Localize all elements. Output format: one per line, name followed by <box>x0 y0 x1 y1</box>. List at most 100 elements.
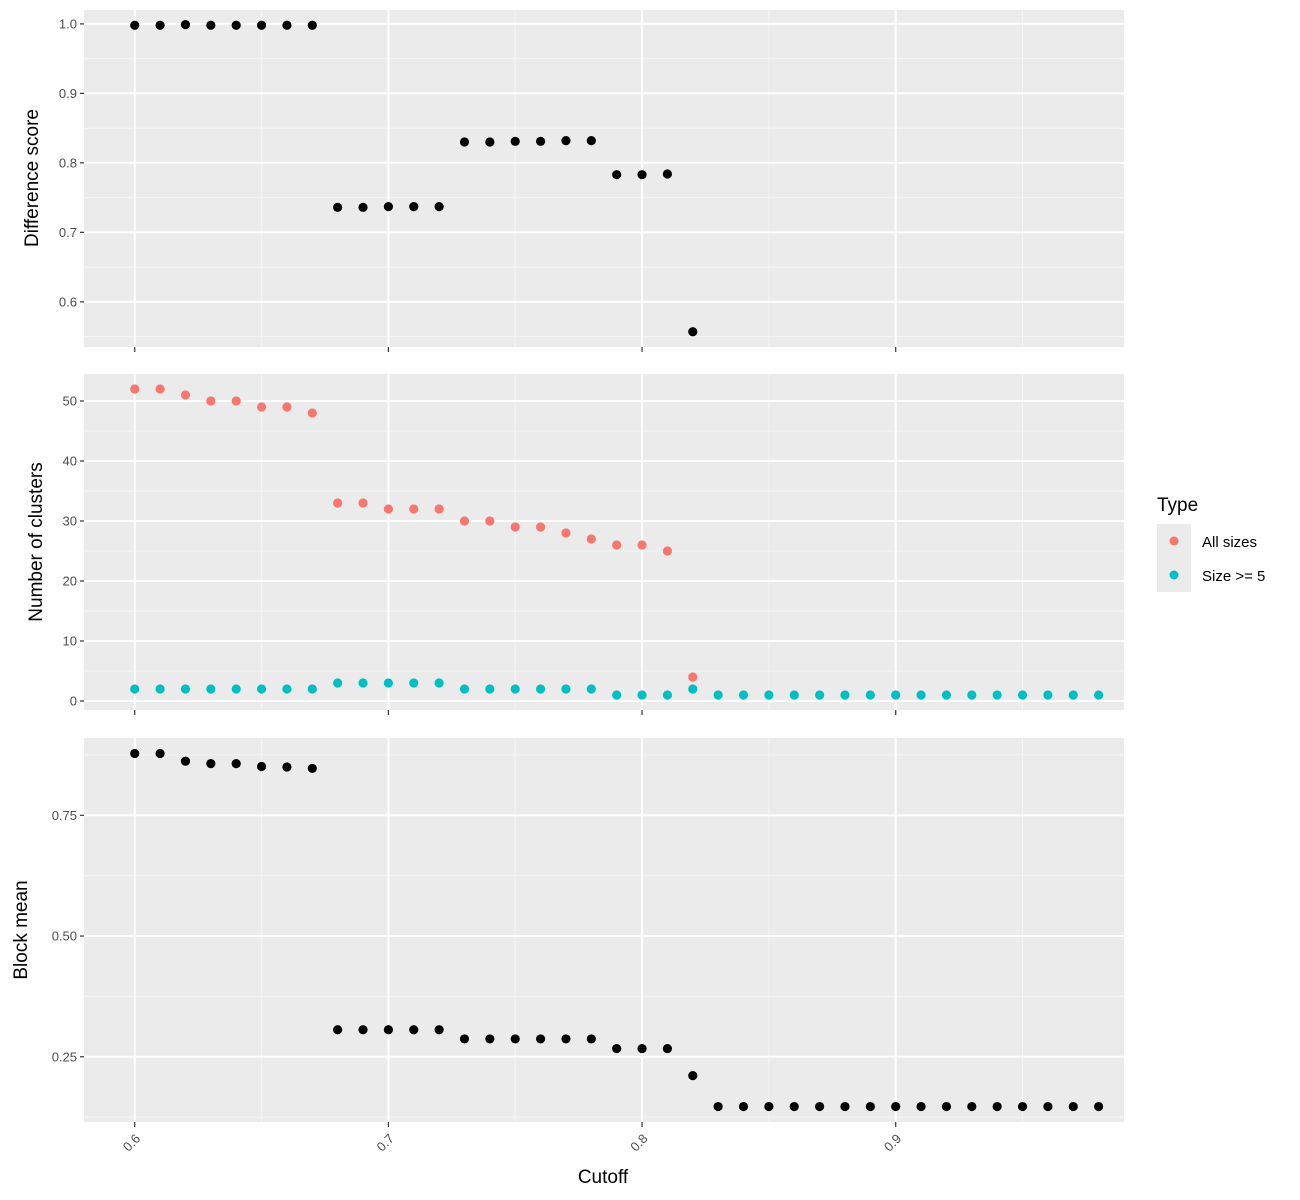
block-mean-point <box>282 762 292 772</box>
number-of-clusters-series-1 <box>130 678 1104 700</box>
difference-score-point <box>206 20 216 30</box>
block-mean-point <box>510 1034 520 1044</box>
number-of-clusters-point <box>256 684 267 694</box>
number-of-clusters-point <box>586 684 596 694</box>
block-mean-point <box>992 1101 1002 1112</box>
block-mean-point <box>459 1034 470 1044</box>
number-of-clusters-point <box>358 498 368 508</box>
number-of-clusters-point <box>688 672 698 682</box>
block-mean-point <box>688 1071 698 1081</box>
number-of-clusters-point <box>307 408 317 418</box>
difference-score-point <box>409 202 419 212</box>
number-of-clusters-point <box>637 690 647 700</box>
difference-score-point <box>231 20 241 30</box>
number-of-clusters-point <box>891 690 901 700</box>
block-mean-panel-background <box>84 738 1124 1122</box>
difference-score-point <box>333 202 343 212</box>
difference-score-y-tick-label: 0.8 <box>59 155 77 170</box>
number-of-clusters-point <box>840 690 850 700</box>
block-mean-point <box>1094 1101 1104 1112</box>
number-of-clusters-point <box>383 504 393 514</box>
block-mean-point <box>891 1101 901 1112</box>
number-of-clusters-panel: 0 10 20 30 40 50 Number of clusters <box>26 374 1124 715</box>
panels: 0.6 0.7 0.8 0.9 1.0 Difference score 0 10 20 30 40… <box>11 10 1124 1154</box>
number-of-clusters-point <box>333 678 343 688</box>
number-of-clusters-point <box>459 684 470 694</box>
number-of-clusters-point <box>510 522 520 532</box>
number-of-clusters-point <box>206 684 216 694</box>
block-mean-point <box>358 1025 368 1035</box>
x-axis-title: Cutoff <box>578 1167 629 1188</box>
number-of-clusters-point <box>586 534 596 544</box>
x-tick-label: 0.7 <box>374 1131 397 1154</box>
number-of-clusters-point <box>561 528 571 538</box>
number-of-clusters-point <box>282 402 292 412</box>
block-mean-point <box>789 1101 799 1112</box>
block-mean-point <box>713 1101 723 1112</box>
number-of-clusters-point <box>485 684 495 694</box>
number-of-clusters-point <box>1094 690 1104 700</box>
difference-score-panel: 0.6 0.7 0.8 0.9 1.0 Difference score <box>22 10 1124 352</box>
block-mean-point <box>815 1101 825 1112</box>
block-mean-point <box>1017 1101 1028 1112</box>
difference-score-point <box>561 136 571 146</box>
number-of-clusters-point <box>130 684 140 694</box>
block-mean-point <box>637 1043 647 1054</box>
block-mean-y-axis-title: Block mean <box>11 880 32 979</box>
difference-score-y-tick-label: 0.9 <box>59 86 77 101</box>
number-of-clusters-point <box>333 498 343 508</box>
block-mean-y-tick-label: 0.50 <box>52 929 77 944</box>
block-mean-point <box>333 1025 343 1035</box>
legend-key-size-ge-5 <box>1169 570 1179 580</box>
number-of-clusters-point <box>738 690 749 700</box>
block-mean-point <box>561 1034 571 1044</box>
x-tick-label: 0.8 <box>627 1131 650 1154</box>
number-of-clusters-point <box>535 684 546 694</box>
difference-score-point <box>688 327 698 337</box>
number-of-clusters-point <box>459 516 470 526</box>
block-mean-point <box>586 1034 596 1044</box>
number-of-clusters-point <box>561 684 571 694</box>
number-of-clusters-point <box>180 684 191 694</box>
block-mean-point <box>612 1043 622 1054</box>
number-of-clusters-point <box>434 678 444 688</box>
block-mean-point <box>206 759 216 769</box>
difference-score-y-tick-label: 1.0 <box>59 16 77 31</box>
number-of-clusters-point <box>282 684 292 694</box>
x-tick-label: 0.9 <box>881 1131 904 1154</box>
number-of-clusters-point <box>485 516 495 526</box>
legend-label-all-sizes: All sizes <box>1202 534 1257 551</box>
legend-label-size-ge-5: Size >= 5 <box>1202 568 1265 585</box>
difference-score-point <box>307 20 317 30</box>
number-of-clusters-point <box>789 690 799 700</box>
number-of-clusters-point <box>992 690 1002 700</box>
block-mean-point <box>840 1101 850 1112</box>
difference-score-point <box>155 20 165 30</box>
number-of-clusters-point <box>637 540 647 550</box>
block-mean-y-tick-label: 0.25 <box>52 1049 77 1064</box>
number-of-clusters-point <box>130 384 140 394</box>
number-of-clusters-point <box>941 690 952 700</box>
number-of-clusters-point <box>383 678 393 688</box>
number-of-clusters-point <box>535 522 546 532</box>
block-mean-y-tick-label: 0.75 <box>52 808 77 823</box>
number-of-clusters-point <box>764 690 774 700</box>
difference-score-point <box>358 202 368 212</box>
difference-score-point <box>256 20 267 30</box>
block-mean-point <box>916 1101 926 1112</box>
block-mean-point <box>409 1025 419 1035</box>
difference-score-y-tick-label: 0.7 <box>59 225 77 240</box>
number-of-clusters-point <box>967 690 977 700</box>
number-of-clusters-point <box>612 540 622 550</box>
block-mean-point <box>764 1101 774 1112</box>
block-mean-point <box>1043 1101 1053 1112</box>
number-of-clusters-point <box>865 690 875 700</box>
difference-score-y-tick-label: 0.6 <box>59 294 77 309</box>
difference-score-point <box>485 137 495 147</box>
number-of-clusters-point <box>916 690 926 700</box>
block-mean-point <box>738 1101 749 1112</box>
block-mean-point <box>434 1025 444 1035</box>
number-of-clusters-y-tick-label: 50 <box>63 394 77 409</box>
block-mean-point <box>662 1043 673 1054</box>
legend: Type All sizes Size >= 5 <box>1157 495 1265 592</box>
